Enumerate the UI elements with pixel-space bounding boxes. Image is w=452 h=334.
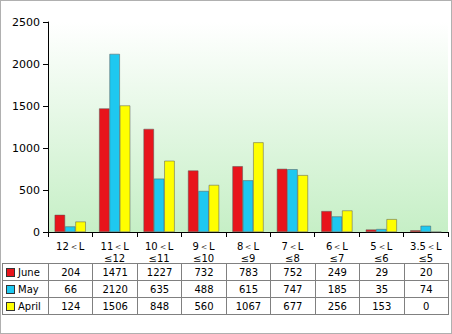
svg-text:3.5＜L: 3.5＜L [410,241,442,252]
svg-text:≤7: ≤7 [330,253,345,264]
svg-text:2500: 2500 [12,16,40,29]
svg-text:8＜L: 8＜L [237,241,259,252]
html-text:2120: 2120 [102,283,128,295]
html-text:1506: 1506 [102,300,128,312]
html-text:29: 29 [375,266,389,278]
svg-text:500: 500 [19,184,40,197]
svg-text:≤10: ≤10 [193,253,214,264]
html-text:1471: 1471 [102,266,128,278]
html-text:488: 488 [194,283,214,295]
html-text:66: 66 [64,283,78,295]
svg-text:1000: 1000 [12,142,40,155]
svg-text:≤11: ≤11 [149,253,170,264]
svg-text:5＜L: 5＜L [370,241,392,252]
html-text:May: May [18,283,39,295]
html-text:615: 615 [238,283,258,295]
html-text:677: 677 [283,300,303,312]
svg-text:≤6: ≤6 [374,253,389,264]
html-text:204: 204 [61,266,81,278]
svg-text:≤5: ≤5 [418,253,433,264]
svg-text:9＜L: 9＜L [193,241,215,252]
html-text:0: 0 [423,300,430,312]
html-text:74: 74 [419,283,433,295]
html-text:1227: 1227 [146,266,173,278]
html-text:848: 848 [150,300,170,312]
html-text:1067: 1067 [235,300,262,312]
svg-text:≤9: ≤9 [241,253,256,264]
svg-text:10＜L: 10＜L [145,241,174,252]
svg-text:12＜L: 12＜L [56,241,85,252]
svg-text:1500: 1500 [12,100,40,113]
html-text:153: 153 [372,300,392,312]
html-text:560: 560 [194,300,214,312]
html-text:783: 783 [238,266,258,278]
html-text:April: April [18,300,41,312]
html-text:732: 732 [194,266,214,278]
html-text:256: 256 [327,300,347,312]
html-text:752: 752 [283,266,303,278]
html-text:249: 249 [327,266,347,278]
svg-text:7＜L: 7＜L [281,241,303,252]
svg-text:6＜L: 6＜L [326,241,348,252]
html-text:747: 747 [283,283,303,295]
html-text:185: 185 [327,283,347,295]
html-text:124: 124 [61,300,81,312]
svg-text:11＜L: 11＜L [101,241,130,252]
svg-text:2000: 2000 [12,58,40,71]
html-text:June: June [18,266,40,278]
svg-text:≤12: ≤12 [104,253,125,264]
html-text:635: 635 [150,283,170,295]
html-text:20: 20 [419,266,433,278]
svg-text:≤8: ≤8 [285,253,300,264]
html-text:35: 35 [375,283,389,295]
svg-text:0: 0 [33,226,40,239]
